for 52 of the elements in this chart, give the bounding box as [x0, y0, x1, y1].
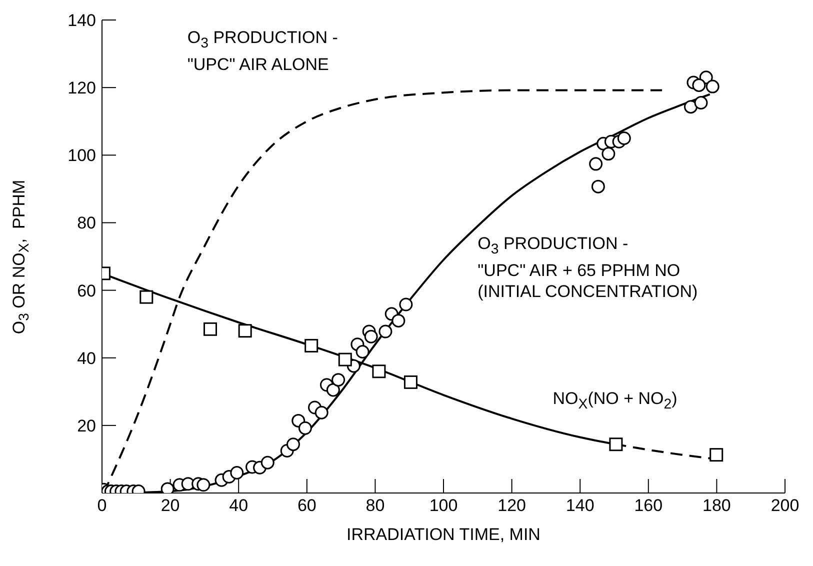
annotation: O$_{3}$ PRODUCTION - "UPC" AIR + 65 PPHM NO (INITIAL CONCENTRATION): [478, 232, 698, 302]
y-tick-label: 140: [68, 11, 96, 30]
point: [356, 345, 370, 359]
point: [591, 180, 605, 194]
point: [404, 375, 418, 389]
annotation: NO$_{X}$(NO + NO$_{2}$): [552, 388, 678, 415]
x-tick-label: 160: [634, 496, 663, 516]
x-tick-label: 100: [429, 496, 458, 516]
point: [692, 78, 706, 92]
point: [372, 364, 386, 378]
point: [298, 421, 312, 435]
point: [399, 298, 413, 312]
x-axis-title: IRRADIATION TIME, MIN: [346, 524, 540, 545]
y-tick-label: 120: [68, 78, 96, 98]
point: [196, 478, 210, 492]
y-tick-label: 20: [77, 416, 96, 436]
point: [589, 157, 603, 171]
x-tick-label: 40: [229, 496, 248, 516]
x-tick-label: 20: [160, 496, 180, 516]
x-tick-label: 60: [297, 496, 316, 516]
y-tick-label: 60: [77, 281, 96, 300]
point: [140, 290, 154, 304]
point: [338, 352, 352, 366]
point: [230, 466, 244, 480]
y-tick-label: 40: [77, 348, 96, 368]
point: [326, 383, 340, 397]
point: [260, 456, 274, 470]
point: [378, 324, 392, 338]
point: [602, 147, 616, 161]
annotation: O$_{3}$ PRODUCTION - "UPC" AIR ALONE: [187, 26, 338, 76]
point: [286, 438, 300, 452]
point: [694, 96, 708, 110]
point: [304, 338, 318, 352]
point: [706, 80, 720, 94]
point: [609, 438, 623, 452]
x-tick-label: 180: [702, 496, 731, 516]
y-tick-label: 100: [68, 146, 96, 166]
x-tick-label: 0: [97, 496, 107, 516]
x-tick-label: 140: [566, 496, 594, 516]
point: [332, 373, 346, 387]
y-tick-label: 80: [77, 214, 96, 233]
point: [238, 324, 252, 338]
point: [204, 322, 218, 336]
point: [160, 482, 174, 493]
x-tick-label: 200: [770, 496, 800, 516]
point: [710, 448, 724, 462]
point: [364, 330, 378, 344]
point: [392, 314, 406, 328]
point: [617, 132, 631, 145]
x-tick-label: 120: [498, 496, 526, 516]
x-tick-label: 80: [366, 496, 385, 516]
point: [314, 406, 328, 420]
